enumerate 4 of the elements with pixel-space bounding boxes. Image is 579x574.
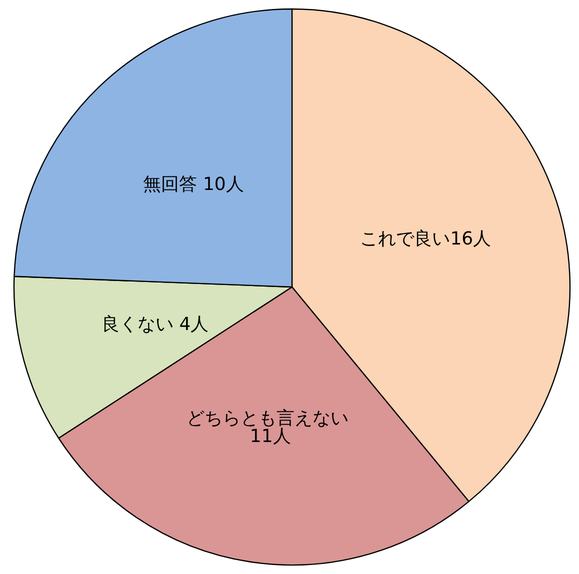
slice-label: 良くない 4人 bbox=[101, 314, 209, 336]
slice-label: どちらとも言えない 11人 bbox=[186, 408, 354, 447]
slice-label: これで良い16人 bbox=[360, 228, 492, 250]
slice-label: 無回答 10人 bbox=[143, 174, 244, 196]
